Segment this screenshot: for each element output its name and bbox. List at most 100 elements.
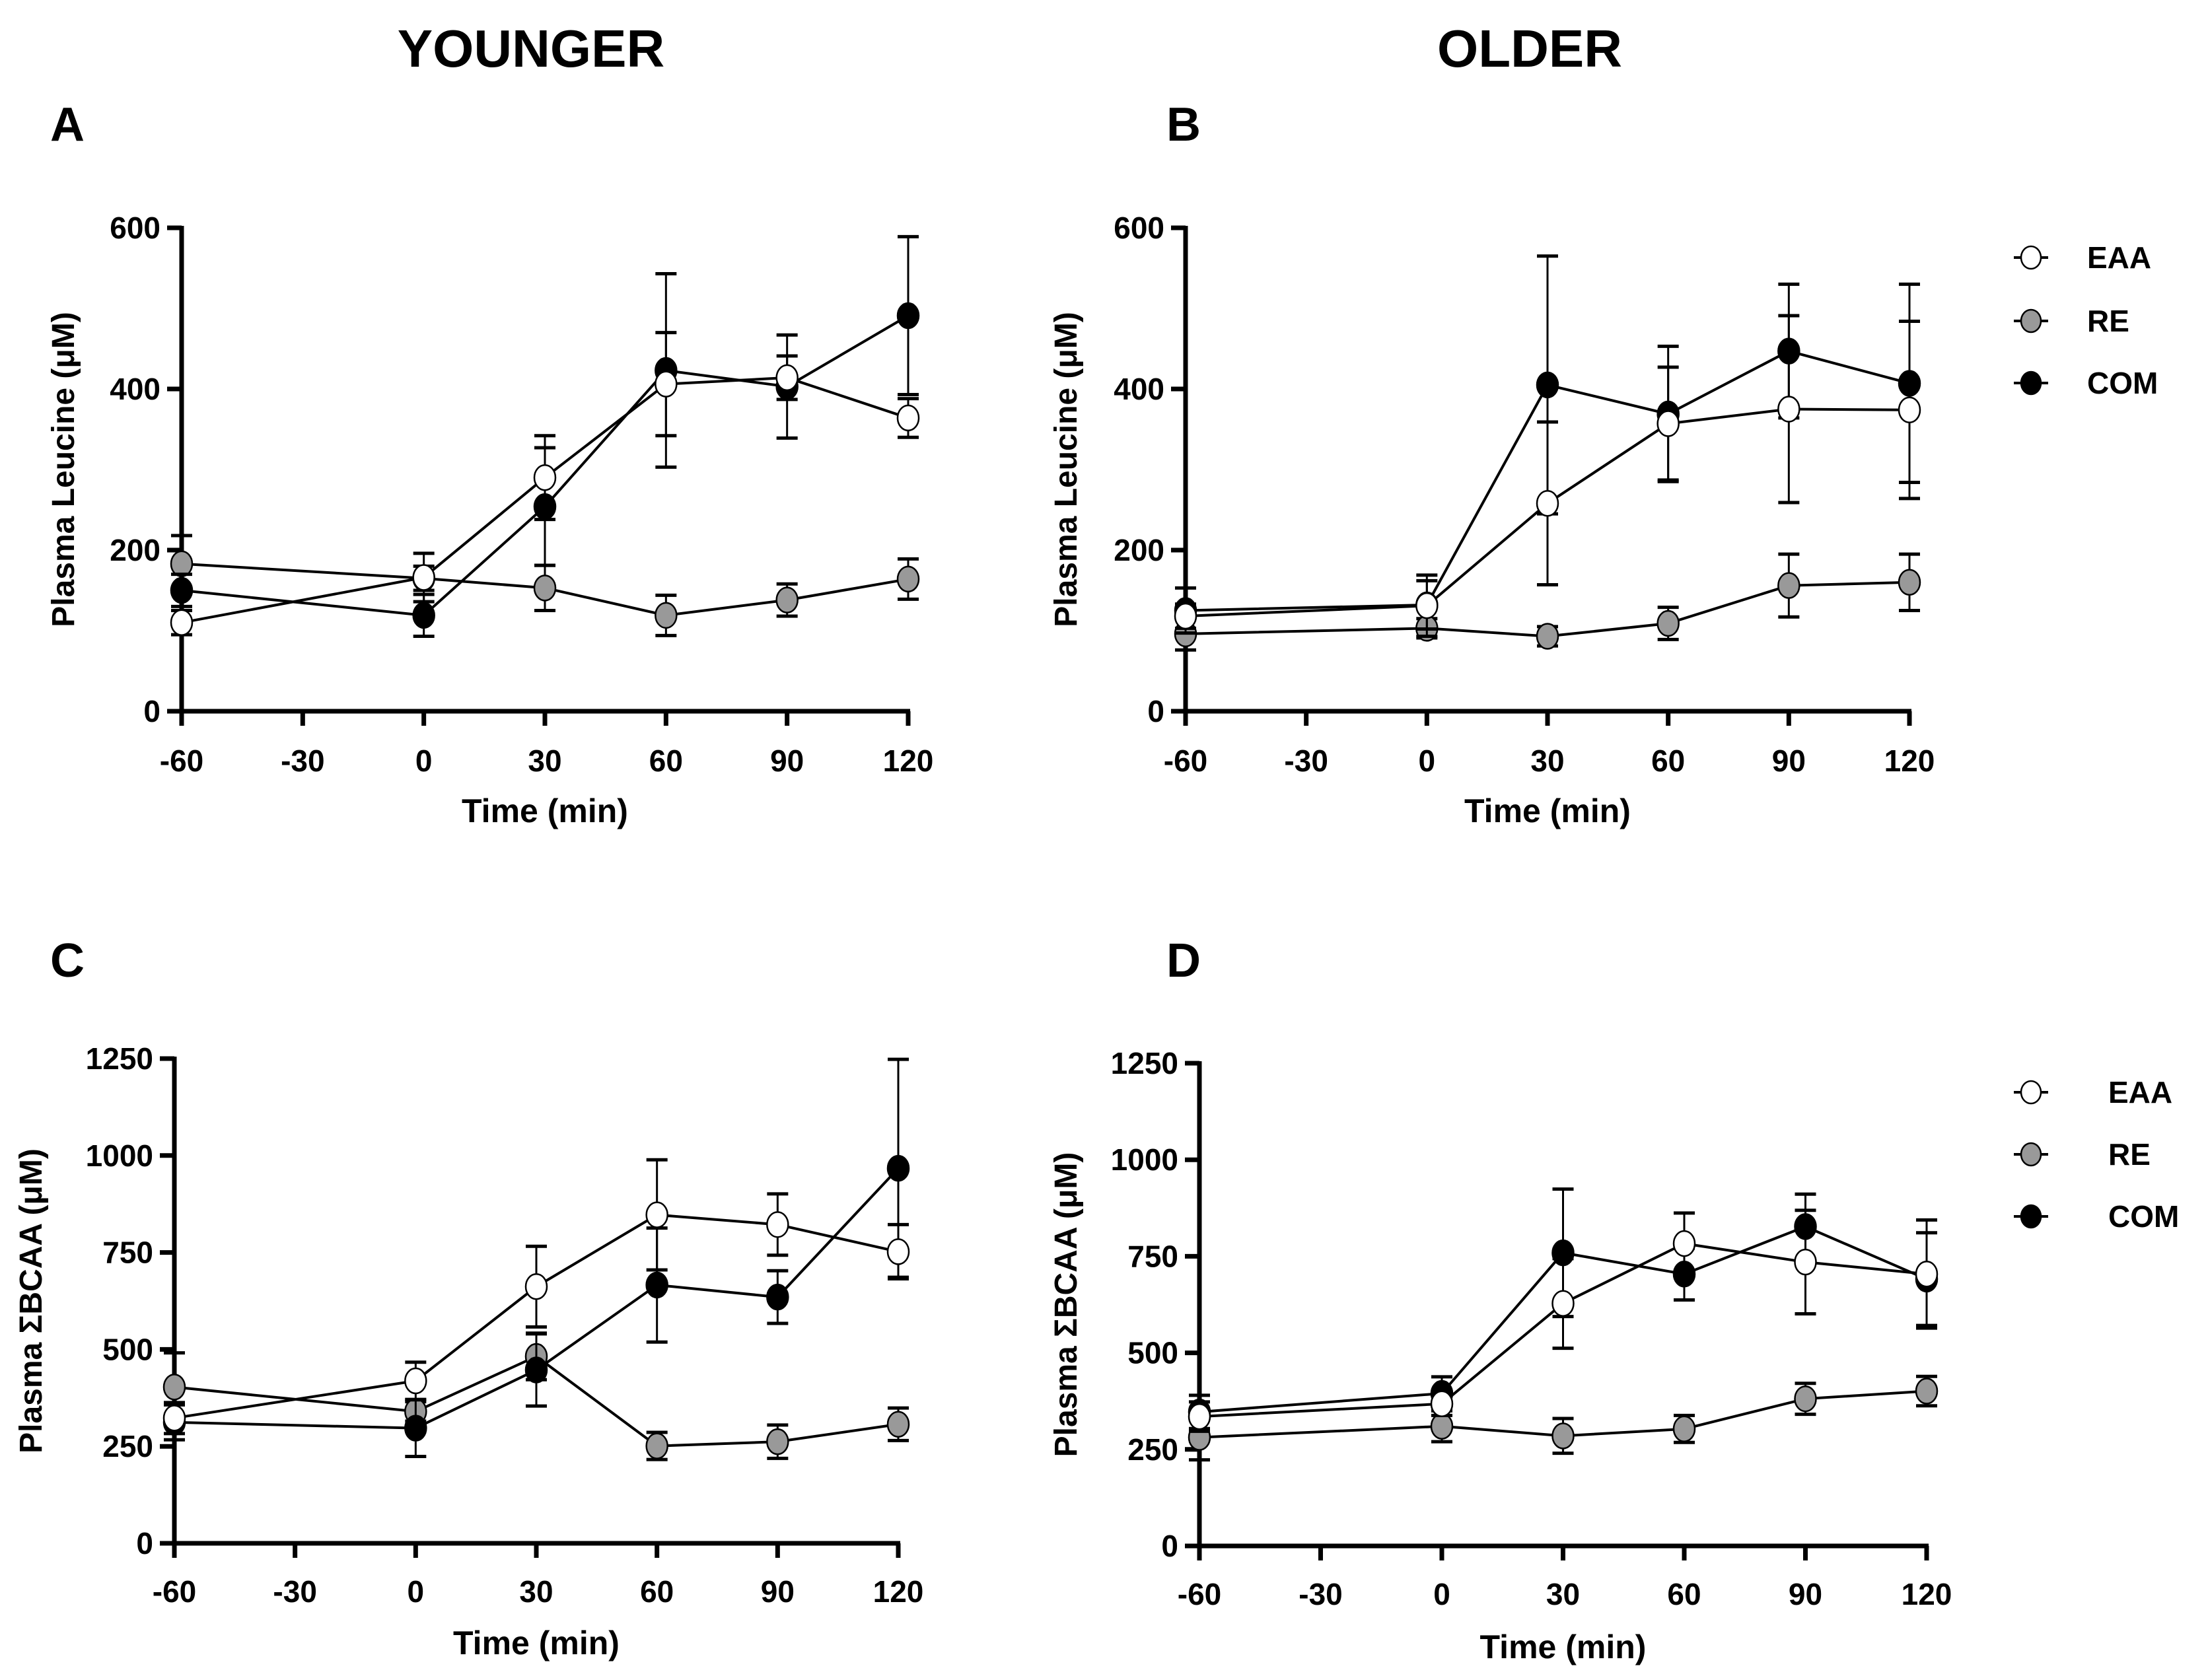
legend-label: RE — [2108, 1137, 2151, 1172]
series-line — [1199, 1225, 1927, 1414]
data-point-eaa — [1656, 410, 1680, 437]
series-line — [1199, 1242, 1927, 1418]
data-point-com — [1536, 371, 1559, 399]
x-tick-label: -60 — [1178, 1577, 1221, 1611]
series-line — [181, 562, 909, 617]
data-point-eaa — [1915, 1261, 1939, 1288]
data-point-re — [170, 550, 194, 577]
y-tick-label: 400 — [110, 372, 160, 406]
x-tick-label: 30 — [519, 1574, 553, 1609]
data-point-eaa — [1415, 592, 1439, 619]
x-tick-label: 90 — [1789, 1577, 1822, 1611]
data-point-eaa — [412, 564, 435, 591]
x-tick-label: 120 — [1902, 1577, 1952, 1611]
y-axis-title: Plasma ΣBCAA (μM) — [14, 1148, 49, 1453]
data-point-eaa — [1174, 602, 1197, 630]
y-tick-label: 0 — [1147, 694, 1164, 728]
legend-label: COM — [2087, 366, 2158, 400]
data-point-com — [524, 1356, 548, 1383]
data-point-eaa — [162, 1405, 186, 1432]
y-tick-label: 750 — [1127, 1239, 1178, 1273]
data-point-re — [1430, 1413, 1454, 1440]
column-title-younger: YOUNGER — [397, 19, 665, 78]
x-tick-label: 120 — [1884, 744, 1935, 778]
y-axis-title: Plasma ΣBCAA (μM) — [1049, 1152, 1084, 1457]
series-eaa — [1174, 314, 1921, 639]
series-eaa — [170, 331, 920, 637]
legend-marker-com — [2020, 1204, 2042, 1229]
series-eaa — [162, 1158, 910, 1436]
x-tick-label: 30 — [1546, 1577, 1580, 1611]
y-tick-label: 500 — [1127, 1336, 1178, 1370]
series-line — [174, 1167, 900, 1430]
panel-d: 0 250 500 750 1000 1250 -60 -30 0 30 60 90 120 Time (… — [1049, 1046, 1952, 1665]
x-axis-title: Time (min) — [1480, 1628, 1647, 1665]
data-point-eaa — [524, 1273, 548, 1300]
x-tick-label: -30 — [1284, 744, 1328, 778]
data-point-eaa — [1794, 1248, 1817, 1276]
y-tick-label: 250 — [1127, 1432, 1178, 1467]
data-point-re — [766, 1428, 789, 1455]
series-eaa — [1188, 1208, 1939, 1433]
data-point-com — [170, 577, 194, 604]
y-tick-label: 0 — [1161, 1529, 1178, 1563]
panel-letter-c: C — [50, 934, 85, 987]
x-tick-label: -60 — [1164, 744, 1207, 778]
data-point-eaa — [1430, 1390, 1454, 1418]
y-tick-label: 600 — [1114, 211, 1164, 245]
data-point-eaa — [1536, 489, 1559, 517]
data-point-eaa — [1551, 1290, 1575, 1317]
y-tick-label: 0 — [136, 1526, 153, 1560]
legend-label: EAA — [2108, 1075, 2172, 1109]
data-point-eaa — [766, 1211, 789, 1238]
data-point-eaa — [645, 1201, 668, 1228]
y-tick-label: 1000 — [86, 1138, 153, 1173]
data-point-eaa — [404, 1367, 427, 1395]
column-title-older: OLDER — [1437, 19, 1622, 78]
x-tick-label: -60 — [153, 1574, 196, 1609]
y-tick-label: 0 — [143, 694, 160, 728]
data-point-eaa — [1898, 396, 1921, 423]
data-point-re — [533, 575, 557, 602]
data-point-re — [1777, 572, 1800, 599]
x-tick-label: 60 — [1667, 1577, 1701, 1611]
series-line — [1185, 349, 1910, 612]
data-point-com — [766, 1283, 789, 1311]
x-tick-label: 60 — [649, 744, 683, 778]
x-tick-label: 90 — [761, 1574, 795, 1609]
series-line — [1199, 1389, 1927, 1439]
data-point-com — [412, 602, 435, 629]
x-tick-label: -30 — [281, 744, 324, 778]
series-line — [181, 314, 909, 617]
data-point-re — [645, 1432, 668, 1459]
x-tick-label: 120 — [883, 744, 934, 778]
data-point-re — [775, 586, 799, 613]
panel-letter-a: A — [50, 98, 85, 151]
legend-label: COM — [2108, 1199, 2179, 1234]
y-tick-label: 600 — [110, 211, 160, 245]
data-point-re — [1551, 1422, 1575, 1450]
y-tick-label: 500 — [102, 1332, 153, 1366]
data-point-re — [162, 1374, 186, 1401]
series-re — [1188, 1374, 1939, 1462]
data-point-com — [896, 302, 920, 330]
y-tick-label: 1250 — [1111, 1046, 1178, 1080]
data-point-re — [1794, 1385, 1817, 1413]
x-tick-label: -30 — [1299, 1577, 1342, 1611]
x-axis-title: Time (min) — [453, 1625, 620, 1662]
y-tick-label: 1000 — [1111, 1142, 1178, 1177]
x-tick-label: 60 — [1651, 744, 1685, 778]
x-tick-label: 30 — [528, 744, 561, 778]
legend-marker-re — [2020, 1142, 2042, 1167]
y-tick-label: 400 — [1114, 372, 1164, 406]
data-point-eaa — [170, 609, 194, 637]
legend-b: EAA RE COM — [2014, 240, 2158, 400]
x-tick-label: -60 — [160, 744, 203, 778]
series-line — [174, 1213, 899, 1420]
data-point-com — [645, 1271, 668, 1299]
y-tick-label: 200 — [1114, 533, 1164, 567]
x-tick-label: 0 — [408, 1574, 425, 1609]
data-point-eaa — [1672, 1230, 1696, 1257]
